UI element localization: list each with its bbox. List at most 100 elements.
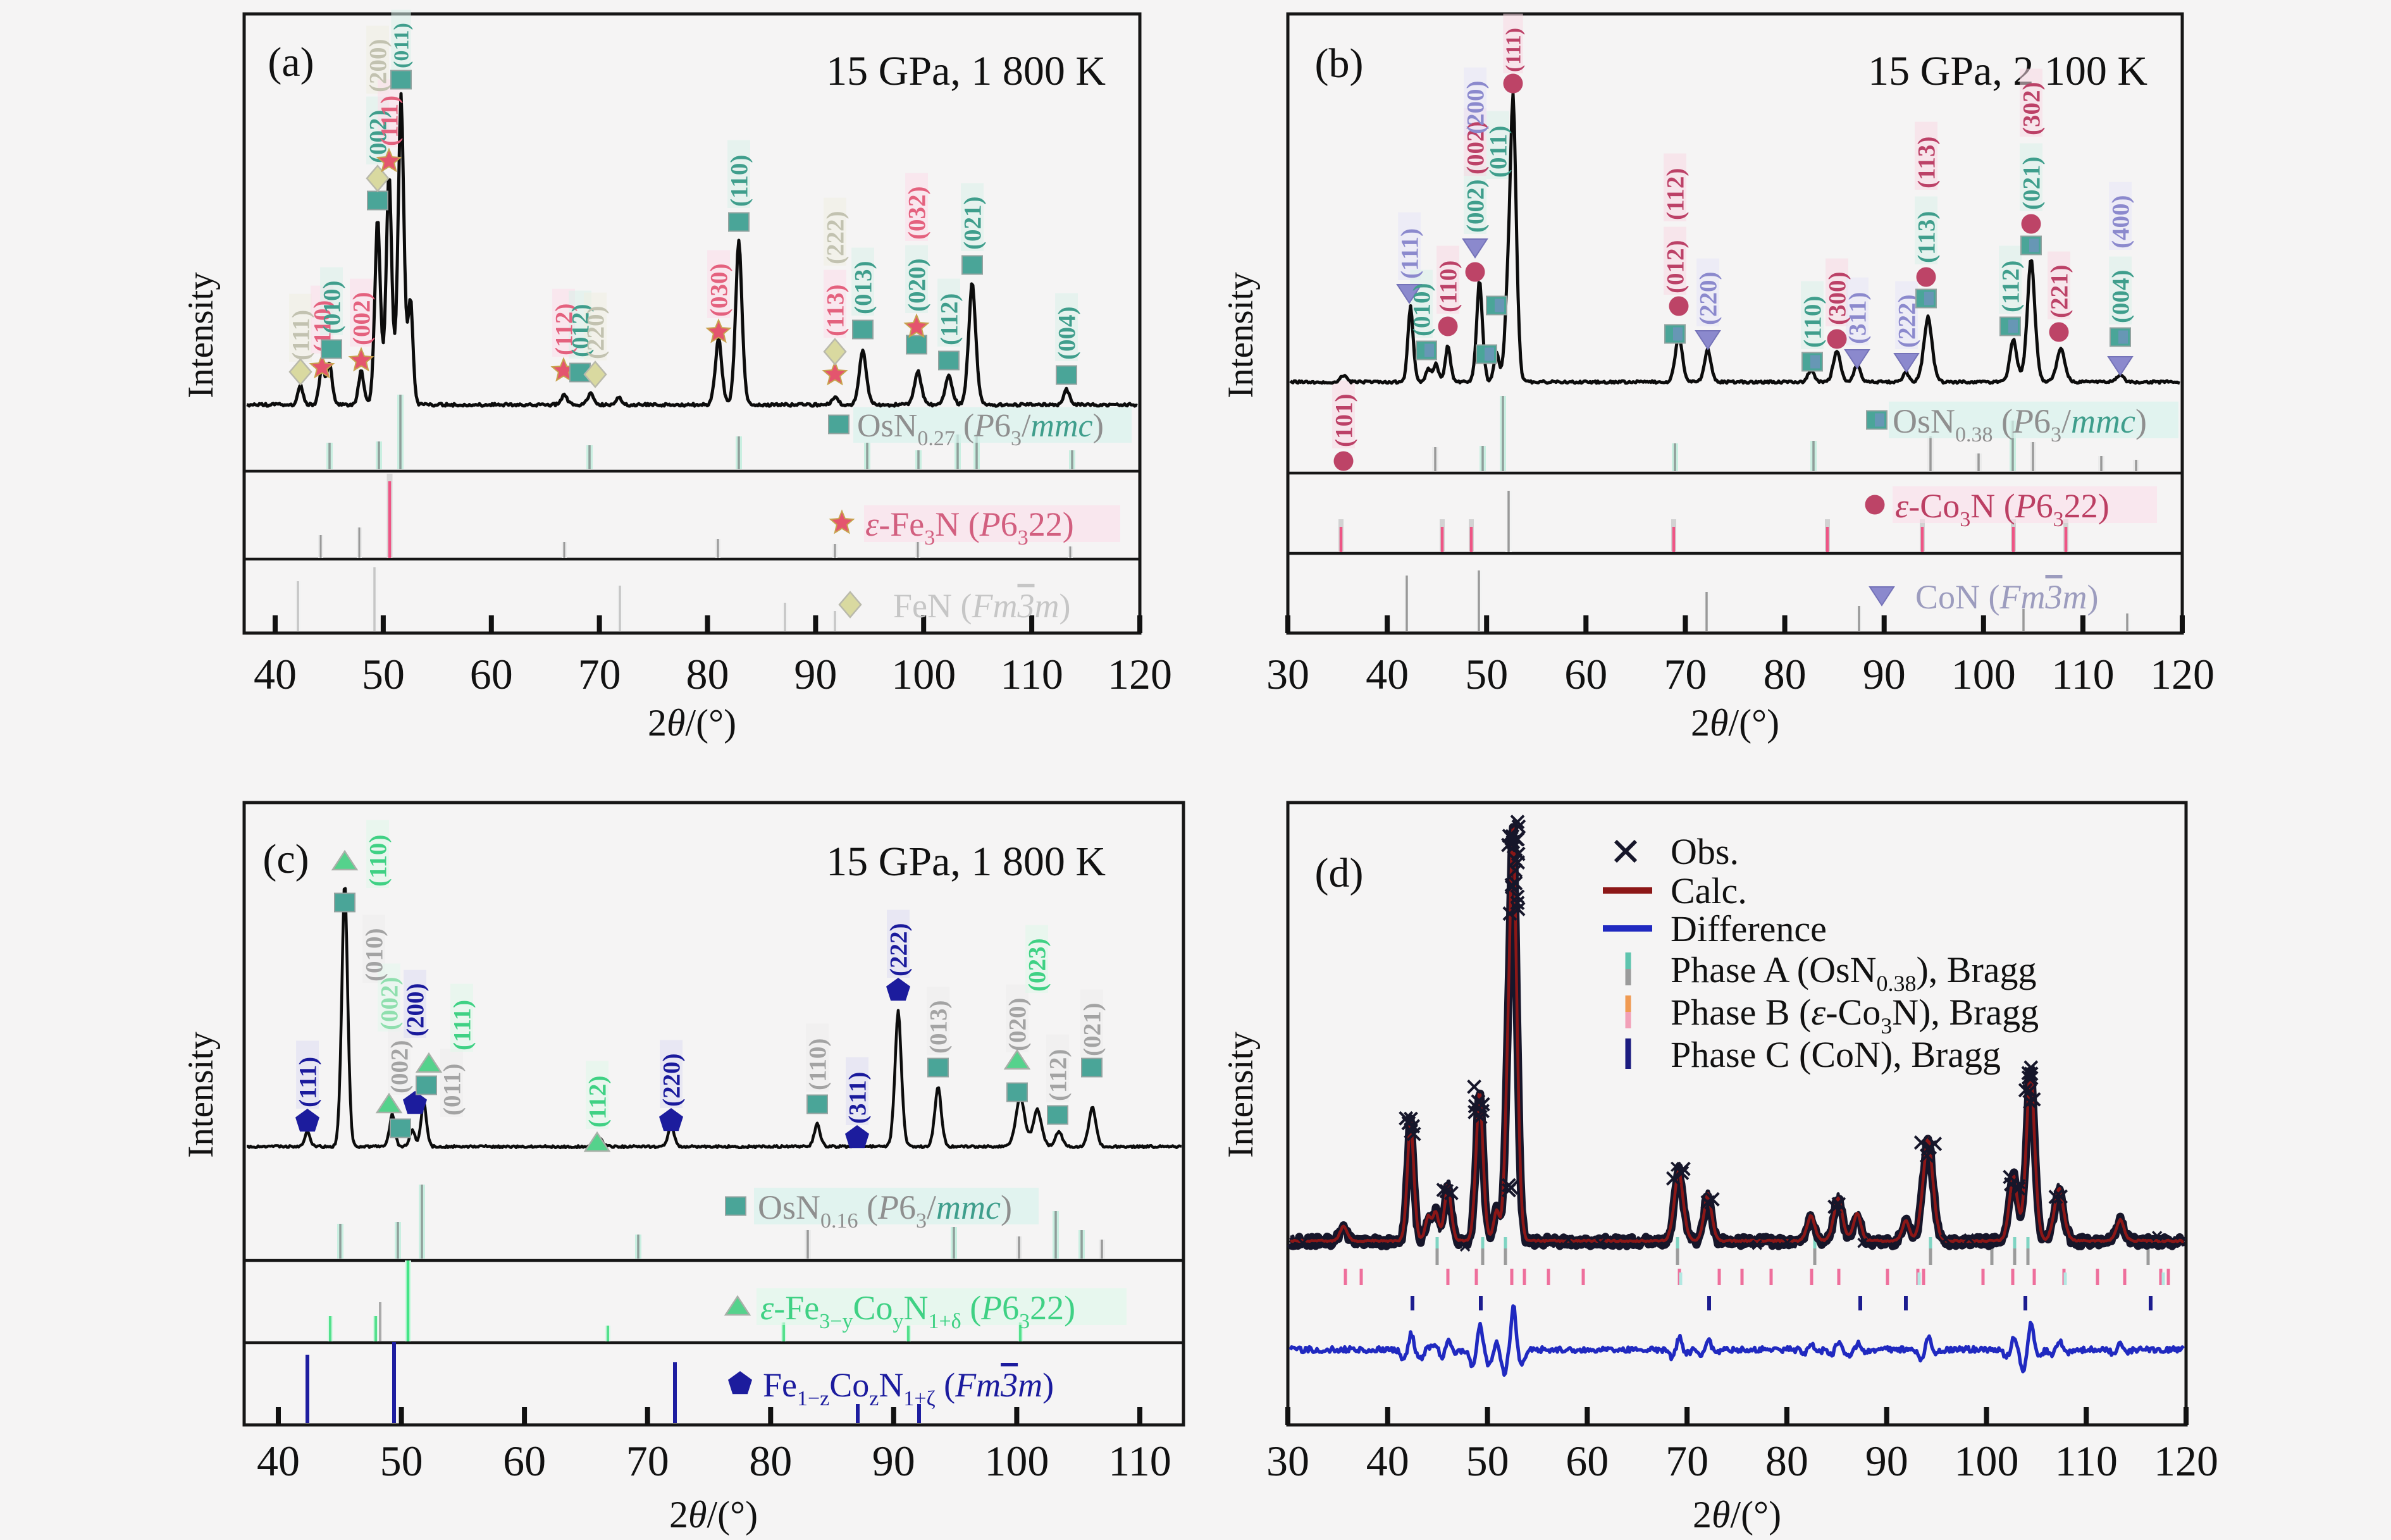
svg-text:60: 60 [1566,1437,1609,1485]
svg-text:(101): (101) [1330,394,1357,447]
svg-text:(011): (011) [390,23,414,68]
svg-text:(020): (020) [1004,998,1031,1051]
svg-text:FeN (Fm3m): FeN (Fm3m) [893,587,1070,625]
svg-text:(d): (d) [1315,850,1364,896]
svg-text:OsN0.38​ (P63​/mmc): OsN0.38​ (P63​/mmc) [1893,402,2147,447]
svg-text:90: 90 [1865,1437,1908,1485]
svg-text:2θ/(°): 2θ/(°) [1693,1494,1781,1536]
svg-text:(004): (004) [1053,307,1080,360]
svg-text:(010): (010) [1408,283,1435,336]
svg-text:(013): (013) [925,1001,952,1054]
svg-text:2θ/(°): 2θ/(°) [1691,702,1779,744]
svg-text:(030): (030) [705,264,732,317]
svg-text:ε-Fe3​N (P63​22): ε-Fe3​N (P63​22) [865,505,1074,550]
svg-text:50: 50 [362,650,405,698]
svg-text:100: 100 [891,650,956,698]
svg-text:(c): (c) [263,836,309,882]
svg-text:120: 120 [2150,650,2215,698]
svg-text:Calc.: Calc. [1671,870,1747,911]
svg-text:Difference: Difference [1671,908,1827,949]
svg-text:Obs.: Obs. [1671,831,1739,872]
svg-text:(002): (002) [348,292,375,345]
svg-text:(021): (021) [959,197,986,250]
svg-text:(112): (112) [1044,1049,1072,1101]
svg-text:(110): (110) [1799,296,1826,348]
svg-text:100: 100 [1955,1437,2019,1485]
svg-text:(032): (032) [903,187,930,240]
svg-text:90: 90 [794,650,837,698]
svg-text:(200): (200) [1462,81,1489,134]
svg-text:(011): (011) [1485,126,1512,178]
svg-text:(111): (111) [448,1000,476,1050]
svg-text:OsN0.16​ (P63​/mmc): OsN0.16​ (P63​/mmc) [758,1188,1012,1233]
svg-text:(113): (113) [822,285,849,336]
svg-text:(110): (110) [726,155,753,207]
svg-text:(222): (222) [822,211,849,264]
svg-text:15 GPa, 1 800 K: 15 GPa, 1 800 K [826,839,1106,885]
svg-text:(111): (111) [376,95,403,146]
svg-text:30: 30 [1266,1437,1309,1485]
svg-text:80: 80 [749,1437,792,1485]
svg-text:ε-Co3​N (P63​22): ε-Co3​N (P63​22) [1895,487,2110,531]
svg-text:(112): (112) [550,304,578,355]
svg-text:50: 50 [380,1437,423,1485]
svg-text:60: 60 [470,650,513,698]
svg-text:(012): (012) [567,304,594,357]
svg-text:(021): (021) [2018,157,2045,210]
svg-text:(002): (002) [1462,180,1489,233]
svg-text:(221): (221) [2046,265,2073,318]
svg-text:(113): (113) [1913,137,1940,188]
svg-text:(112): (112) [936,293,963,345]
svg-text:2θ/(°): 2θ/(°) [648,702,736,744]
svg-text:(010): (010) [318,281,345,334]
svg-text:Intensity: Intensity [1221,1032,1261,1158]
svg-text:(010): (010) [361,928,388,982]
svg-text:(011): (011) [438,1064,466,1116]
svg-text:(311): (311) [1844,292,1871,344]
svg-text:40: 40 [254,650,297,698]
svg-text:30: 30 [1266,650,1309,698]
svg-text:(002): (002) [376,977,403,1030]
svg-text:70: 70 [1665,1437,1708,1485]
svg-text:(021): (021) [1078,1003,1106,1056]
svg-text:120: 120 [1108,650,1172,698]
svg-text:90: 90 [872,1437,915,1485]
svg-text:(200): (200) [364,39,392,92]
svg-text:(300): (300) [1824,272,1851,325]
svg-text:70: 70 [578,650,621,698]
svg-text:(004): (004) [2107,270,2134,323]
svg-text:110: 110 [1000,650,1063,698]
svg-text:40: 40 [1366,650,1409,698]
svg-text:Intensity: Intensity [181,1032,221,1158]
svg-text:(002): (002) [1462,121,1489,175]
svg-text:(220): (220) [658,1054,685,1107]
svg-text:(012): (012) [1662,240,1689,293]
svg-text:(a): (a) [268,39,314,85]
svg-text:Intensity: Intensity [1221,272,1261,398]
svg-text:40: 40 [257,1437,300,1485]
svg-text:90: 90 [1863,650,1906,698]
svg-text:100: 100 [1951,650,2016,698]
svg-text:(023): (023) [1023,939,1051,992]
svg-text:(113): (113) [1913,211,1940,263]
svg-text:Phase A (OsN0.38​), Bragg: Phase A (OsN0.38​), Bragg [1671,949,2037,996]
svg-text:80: 80 [686,650,729,698]
svg-text:(220): (220) [1695,272,1722,325]
svg-text:110: 110 [2054,1437,2117,1485]
svg-text:(112): (112) [1997,261,2024,312]
svg-text:70: 70 [626,1437,669,1485]
svg-text:50: 50 [1465,650,1508,698]
svg-text:Phase C (CoN), Bragg: Phase C (CoN), Bragg [1671,1034,2001,1075]
svg-text:Intensity: Intensity [181,272,221,398]
svg-text:(302): (302) [2018,82,2045,135]
svg-text:(200): (200) [402,983,429,1037]
svg-text:(002): (002) [386,1040,413,1093]
svg-text:(110): (110) [1435,261,1462,312]
svg-text:60: 60 [503,1437,546,1485]
svg-text:70: 70 [1664,650,1707,698]
svg-text:80: 80 [1764,650,1807,698]
svg-text:(111): (111) [1502,28,1526,72]
svg-text:(222): (222) [885,923,912,976]
svg-text:120: 120 [2154,1437,2218,1485]
svg-text:(220): (220) [582,306,609,359]
